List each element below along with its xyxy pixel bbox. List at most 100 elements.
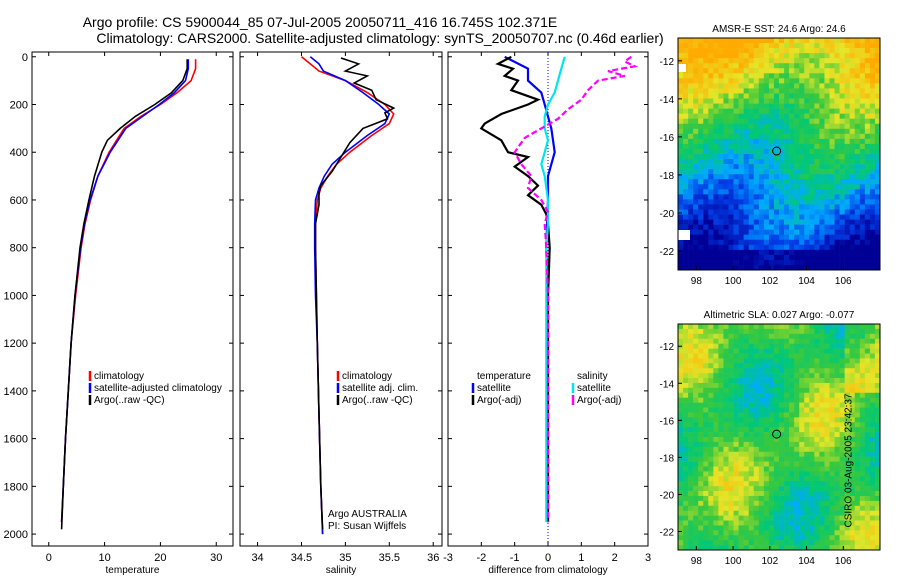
map-cell <box>834 545 840 551</box>
map-cell <box>864 264 871 271</box>
map-cell <box>768 48 775 54</box>
map-cell <box>834 58 840 64</box>
map-cell <box>834 189 840 195</box>
map-cell <box>688 333 694 340</box>
map-cell <box>829 204 835 210</box>
map-cell <box>708 48 714 54</box>
map-cell <box>794 540 800 546</box>
map-cell <box>733 412 739 418</box>
map-cell <box>748 88 755 94</box>
map-cell <box>688 169 694 175</box>
map-cell <box>773 249 780 256</box>
map-x-tick-label: 100 <box>725 276 742 287</box>
map-cell <box>804 432 810 438</box>
map-cell <box>688 328 694 335</box>
map-cell <box>789 199 795 205</box>
y-tick-label: 600 <box>10 195 28 207</box>
map-cell <box>789 128 795 135</box>
map-cell <box>743 143 749 150</box>
map-cell <box>763 259 770 266</box>
map-cell <box>839 164 845 170</box>
map-cell <box>723 525 729 531</box>
map-cell <box>839 179 845 185</box>
map-cell <box>814 328 820 335</box>
y-tick-label: 1200 <box>4 338 28 350</box>
map-cell <box>839 264 845 271</box>
map-cell <box>784 422 790 428</box>
map-cell <box>849 88 856 94</box>
map-cell <box>814 118 820 125</box>
map-cell <box>794 476 800 482</box>
map-cell <box>768 43 775 49</box>
map-cell <box>713 73 719 79</box>
map-cell <box>753 189 760 195</box>
map-cell <box>758 466 765 472</box>
map-cell <box>688 437 694 443</box>
map-cell <box>773 451 780 457</box>
map-cell <box>753 486 760 492</box>
map-cell <box>804 481 810 487</box>
map-cell <box>708 540 714 546</box>
map-cell <box>869 214 876 220</box>
map-cell <box>799 422 805 428</box>
map-cell <box>804 510 810 516</box>
map-cell <box>839 259 845 266</box>
map-cell <box>829 38 835 44</box>
map-cell <box>768 520 775 526</box>
map-cell <box>789 229 795 235</box>
map-cell <box>728 505 734 511</box>
map-cell <box>864 229 871 235</box>
map-cell <box>854 63 861 69</box>
map-cell <box>723 402 729 408</box>
map-cell <box>779 422 785 428</box>
map-cell <box>748 229 755 235</box>
map-cell <box>728 456 734 462</box>
map-cell <box>678 461 684 467</box>
map-cell <box>799 545 805 551</box>
map-cell <box>874 373 881 379</box>
map-cell <box>864 123 871 130</box>
map-cell <box>718 535 724 541</box>
map-cell <box>819 476 825 482</box>
map-cell <box>794 78 800 84</box>
map-cell <box>763 169 770 175</box>
map-cell <box>834 417 840 423</box>
map-cell <box>779 68 785 74</box>
map-cell <box>799 466 805 472</box>
map-cell <box>748 510 755 516</box>
map-cell <box>738 328 744 335</box>
map-cell <box>683 422 689 428</box>
map-cell <box>698 83 704 89</box>
map-cell <box>698 93 704 99</box>
map-cell <box>814 88 820 94</box>
map-cell <box>869 184 876 190</box>
map-cell <box>693 422 699 428</box>
map-cell <box>723 500 729 507</box>
map-cell <box>869 402 876 408</box>
map-cell <box>728 328 734 335</box>
map-cell <box>849 417 856 423</box>
map-cell <box>698 48 704 54</box>
map-cell <box>794 229 800 235</box>
map-cell <box>829 128 835 135</box>
map-cell <box>794 535 800 541</box>
map-cell <box>789 520 795 526</box>
map-cell <box>728 486 734 492</box>
map-cell <box>708 495 714 502</box>
map-cell <box>869 456 876 462</box>
map-cell <box>683 179 689 185</box>
map-cell <box>824 535 830 541</box>
map-cell <box>738 520 744 526</box>
map-cell <box>834 500 840 507</box>
map-cell <box>698 234 704 241</box>
map-cell <box>728 333 734 340</box>
map-cell <box>718 169 724 175</box>
map-cell <box>768 545 775 551</box>
map-cell <box>743 264 749 271</box>
map-cell <box>869 38 876 44</box>
map-cell <box>768 392 775 398</box>
map-cell <box>758 189 765 195</box>
map-cell <box>713 93 719 99</box>
map-cell <box>784 486 790 492</box>
map-cell <box>839 324 845 330</box>
